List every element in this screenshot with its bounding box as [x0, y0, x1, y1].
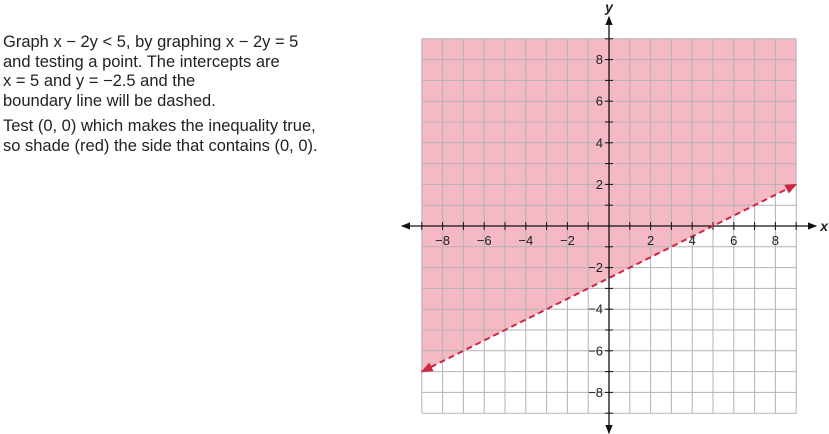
text-line: Test (0, 0) which makes the inequality t… — [3, 117, 316, 136]
x-tick-label: −4 — [518, 233, 533, 248]
x-axis-label: x — [819, 218, 829, 234]
y-tick-label: 4 — [596, 135, 603, 150]
x-tick-label: 2 — [647, 233, 654, 248]
y-tick-label: 2 — [596, 177, 603, 192]
paragraph-1: Graph x − 2y < 5, by graphing x − 2y = 5… — [3, 33, 383, 111]
y-tick-label: 6 — [596, 94, 603, 109]
y-axis-label: y — [604, 0, 614, 15]
x-tick-label: 4 — [689, 233, 696, 248]
y-tick-label: −4 — [588, 302, 603, 317]
x-tick-label: 6 — [730, 233, 737, 248]
x-tick-label: 8 — [772, 233, 779, 248]
y-tick-label: 8 — [596, 52, 603, 67]
text-line: and testing a point. The intercepts are — [3, 52, 280, 71]
text-line: so shade (red) the side that contains (0… — [3, 136, 318, 155]
text-line: Graph x − 2y < 5, by graphing x − 2y = 5 — [3, 33, 299, 51]
x-tick-label: −6 — [477, 233, 492, 248]
text-line: x = 5 and y = −2.5 and the — [3, 72, 196, 91]
y-tick-label: −6 — [588, 343, 603, 358]
x-tick-label: −8 — [435, 233, 450, 248]
y-tick-label: −2 — [588, 260, 603, 275]
text-line: boundary line will be dashed. — [3, 91, 216, 110]
paragraph-2: Test (0, 0) which makes the inequality t… — [3, 117, 383, 156]
x-tick-label: −2 — [560, 233, 575, 248]
explanation-text: Graph x − 2y < 5, by graphing x − 2y = 5… — [3, 33, 383, 163]
y-tick-label: −8 — [588, 385, 603, 400]
